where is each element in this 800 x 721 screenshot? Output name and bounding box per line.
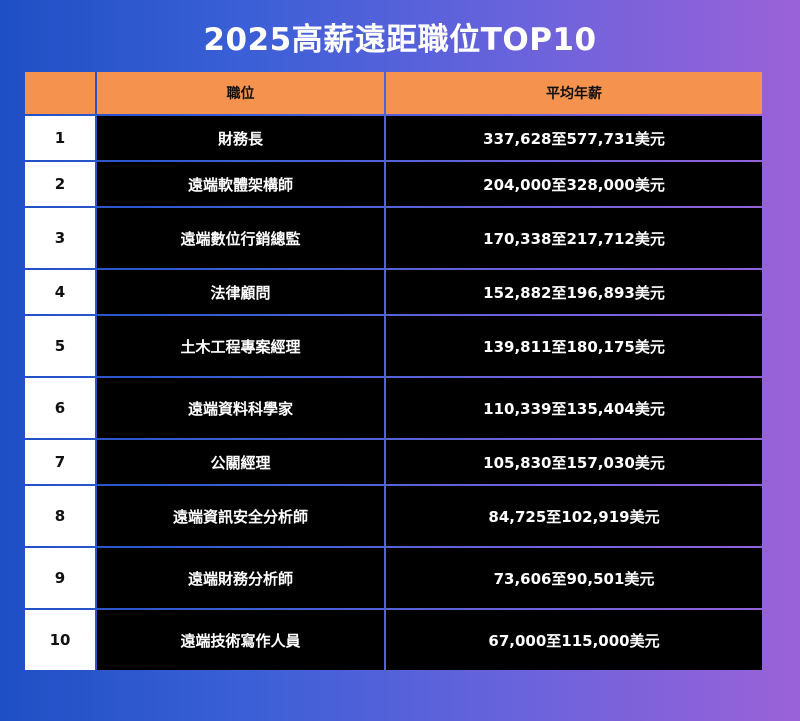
row-rank: 5 bbox=[25, 316, 95, 376]
row-position: 遠端軟體架構師 bbox=[97, 162, 384, 206]
header-salary: 平均年薪 bbox=[386, 72, 762, 114]
row-position: 遠端資料科學家 bbox=[97, 378, 384, 438]
row-salary: 73,606至90,501美元 bbox=[386, 548, 762, 608]
row-position: 土木工程專案經理 bbox=[97, 316, 384, 376]
row-position: 遠端財務分析師 bbox=[97, 548, 384, 608]
row-salary: 84,725至102,919美元 bbox=[386, 486, 762, 546]
row-salary: 337,628至577,731美元 bbox=[386, 116, 762, 160]
salary-table: 職位 平均年薪 1 財務長 337,628至577,731美元 2 遠端軟體架構… bbox=[25, 72, 762, 698]
row-rank: 4 bbox=[25, 270, 95, 314]
row-rank: 2 bbox=[25, 162, 95, 206]
row-rank: 3 bbox=[25, 208, 95, 268]
row-salary: 67,000至115,000美元 bbox=[386, 610, 762, 670]
header-position: 職位 bbox=[97, 72, 384, 114]
row-rank: 10 bbox=[25, 610, 95, 670]
row-position: 遠端數位行銷總監 bbox=[97, 208, 384, 268]
page-title: 2025高薪遠距職位TOP10 bbox=[203, 22, 597, 58]
row-position: 遠端資訊安全分析師 bbox=[97, 486, 384, 546]
header-rank bbox=[25, 72, 95, 114]
row-rank: 7 bbox=[25, 440, 95, 484]
row-rank: 8 bbox=[25, 486, 95, 546]
row-salary: 170,338至217,712美元 bbox=[386, 208, 762, 268]
row-salary: 152,882至196,893美元 bbox=[386, 270, 762, 314]
row-position: 財務長 bbox=[97, 116, 384, 160]
row-salary: 110,339至135,404美元 bbox=[386, 378, 762, 438]
row-salary: 105,830至157,030美元 bbox=[386, 440, 762, 484]
row-rank: 9 bbox=[25, 548, 95, 608]
row-salary: 204,000至328,000美元 bbox=[386, 162, 762, 206]
row-rank: 1 bbox=[25, 116, 95, 160]
row-position: 法律顧問 bbox=[97, 270, 384, 314]
row-salary: 139,811至180,175美元 bbox=[386, 316, 762, 376]
row-position: 遠端技術寫作人員 bbox=[97, 610, 384, 670]
row-position: 公關經理 bbox=[97, 440, 384, 484]
row-rank: 6 bbox=[25, 378, 95, 438]
